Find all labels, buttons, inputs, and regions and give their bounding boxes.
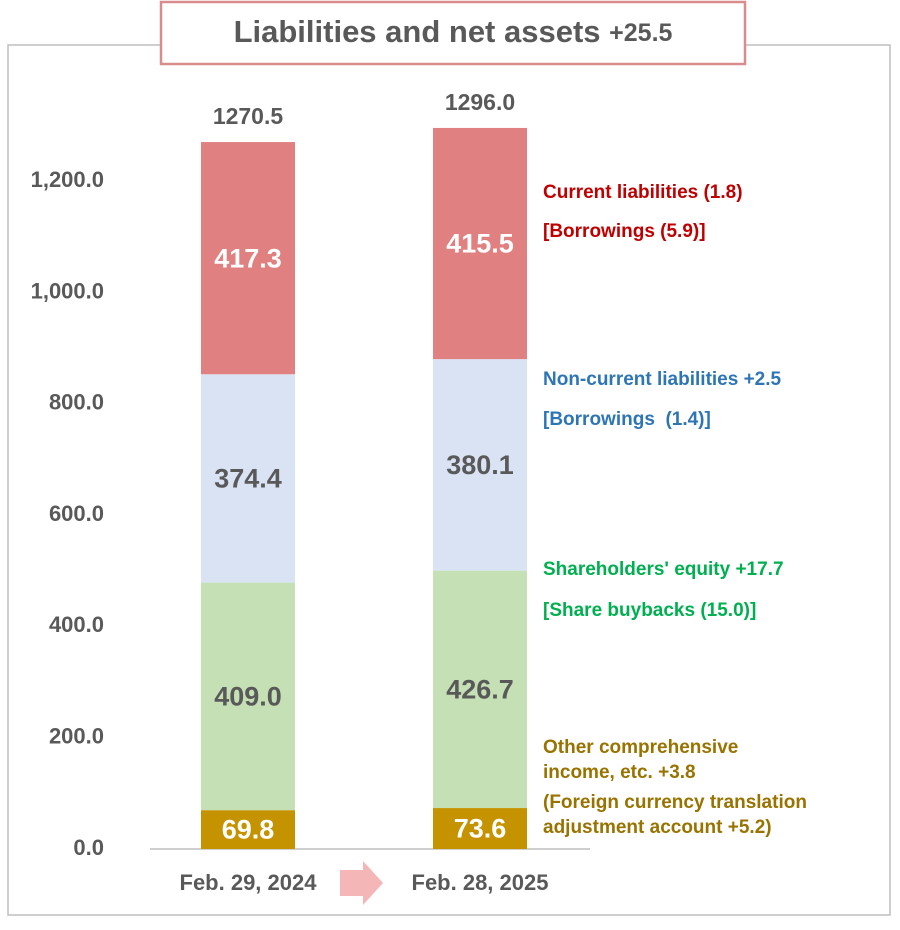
value-label: 374.4 — [214, 464, 282, 494]
value-label: 73.6 — [454, 814, 507, 844]
bar-segment — [433, 808, 527, 849]
annotation: [Borrowings (1.4)] — [543, 409, 711, 430]
value-label: 417.3 — [214, 243, 282, 273]
y-tick-label: 0.0 — [73, 835, 104, 860]
annotation: (Foreign currency translation — [543, 792, 807, 813]
y-tick-label: 800.0 — [49, 390, 104, 415]
chart-title: Liabilities and net assets +25.5 — [234, 14, 673, 49]
y-tick-label: 400.0 — [49, 612, 104, 637]
title-change: +25.5 — [609, 19, 672, 47]
value-label: 415.5 — [446, 229, 514, 259]
annotation: [Borrowings (5.9)] — [543, 221, 706, 242]
title-box — [159, 0, 747, 66]
arrow — [340, 861, 383, 905]
bar-segment — [433, 127, 527, 360]
annotation: [Share buybacks (15.0)] — [543, 600, 756, 621]
annotation: Non-current liabilities +2.5 — [543, 369, 782, 390]
y-tick-label: 600.0 — [49, 501, 104, 526]
bar-segment — [201, 810, 295, 849]
bar-segment — [201, 582, 295, 811]
total-label: 1296.0 — [445, 89, 515, 115]
bar-segment — [201, 142, 295, 375]
bar-segment — [433, 359, 527, 571]
y-tick-label: 200.0 — [49, 724, 104, 749]
value-label: 69.8 — [222, 815, 275, 845]
value-label: 426.7 — [446, 674, 514, 704]
annotation: Other comprehensive — [543, 737, 738, 758]
y-tick-label: 1,200.0 — [31, 167, 104, 192]
bar-segment — [433, 570, 527, 809]
y-tick-label: 1,000.0 — [31, 278, 104, 303]
value-label: 409.0 — [214, 681, 282, 711]
title-text: Liabilities and net assets — [234, 14, 601, 49]
value-label: 380.1 — [446, 450, 514, 480]
annotation: income, etc. +3.8 — [543, 762, 696, 783]
annotation: Shareholders' equity +17.7 — [543, 559, 784, 580]
total-label: 1270.5 — [213, 103, 284, 129]
x-tick-label: Feb. 28, 2025 — [412, 870, 549, 895]
x-tick-label: Feb. 29, 2024 — [180, 870, 318, 895]
bar-segment — [201, 374, 295, 583]
annotation: adjustment account +5.2) — [543, 817, 772, 838]
annotation: Current liabilities (1.8) — [543, 182, 743, 203]
